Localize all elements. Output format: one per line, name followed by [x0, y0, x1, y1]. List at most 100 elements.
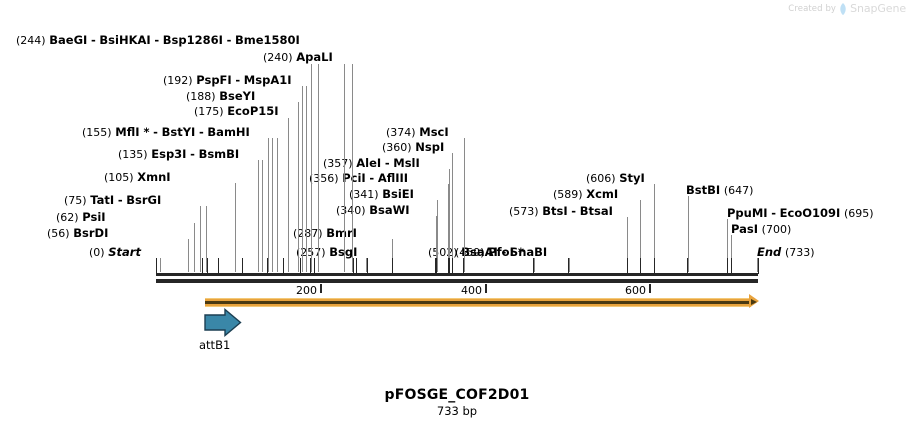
backbone-site-tick[interactable]	[156, 258, 157, 274]
site-position-label[interactable]: (135)	[118, 148, 148, 161]
enzyme-label-row[interactable]: (175) EcoP15I	[194, 104, 279, 119]
enzyme-name-label[interactable]: XcmI	[586, 187, 619, 201]
enzyme-label-row[interactable]: (502) BsaAI - SnaBI	[428, 245, 547, 260]
site-position-label[interactable]: (75)	[64, 194, 87, 207]
site-position-label[interactable]: (356)	[309, 172, 339, 185]
backbone-site-tick[interactable]	[758, 258, 759, 274]
enzyme-name-label[interactable]: EcoP15I	[227, 104, 279, 118]
enzyme-name-label[interactable]: BmrI	[326, 226, 357, 240]
enzyme-label-row[interactable]: (155) MflI * - BstYI - BamHI	[82, 125, 250, 140]
site-position-label[interactable]: (700)	[761, 223, 792, 236]
site-position-label[interactable]: (188)	[186, 90, 216, 103]
site-position-label[interactable]: (589)	[553, 188, 583, 201]
backbone-site-tick[interactable]	[731, 258, 732, 274]
enzyme-label-row[interactable]: (589) XcmI	[553, 187, 619, 202]
enzyme-name-label[interactable]: PspFI	[196, 73, 232, 87]
enzyme-label-row[interactable]: (360) NspI	[382, 140, 445, 155]
enzyme-name-label[interactable]: BsaAI	[461, 245, 498, 259]
enzyme-name-label[interactable]: MspA1I	[243, 73, 292, 87]
feature-attb1[interactable]	[204, 307, 242, 342]
enzyme-name-label[interactable]: Bsp1286I	[162, 33, 223, 47]
enzyme-label-row[interactable]: PpuMI - EcoO109I (695)	[727, 206, 874, 221]
enzyme-label-row[interactable]: (340) BsaWI	[336, 203, 410, 218]
backbone-site-tick[interactable]	[300, 258, 301, 274]
backbone-site-tick[interactable]	[242, 258, 243, 274]
enzyme-label-row[interactable]: (105) XmnI	[104, 170, 171, 185]
enzyme-label-row[interactable]: (62) PsiI	[56, 211, 106, 225]
enzyme-label-row[interactable]: (75) TatI - BsrGI	[64, 193, 162, 208]
site-position-label[interactable]: (192)	[163, 74, 193, 87]
backbone-site-tick[interactable]	[568, 258, 569, 274]
backbone-site-tick[interactable]	[463, 258, 464, 274]
site-position-label[interactable]: (606)	[586, 172, 616, 185]
enzyme-name-label[interactable]: MflI *	[115, 125, 150, 139]
enzyme-name-label[interactable]: BsrGI	[126, 193, 162, 207]
site-position-label[interactable]: (175)	[194, 105, 224, 118]
enzyme-name-label[interactable]: BstYI	[161, 125, 196, 139]
terminus-label[interactable]: Start	[108, 245, 141, 259]
site-position-label[interactable]: (374)	[386, 126, 416, 139]
backbone-site-tick[interactable]	[449, 258, 450, 274]
site-position-label[interactable]: (733)	[784, 246, 815, 259]
site-position-label[interactable]: (56)	[47, 227, 70, 240]
enzyme-label-row[interactable]: (192) PspFI - MspA1I	[163, 73, 292, 88]
enzyme-name-label[interactable]: BtsaI	[579, 204, 613, 218]
site-position-label[interactable]: (105)	[104, 171, 134, 184]
site-position-label[interactable]: (341)	[349, 188, 379, 201]
backbone-site-tick[interactable]	[207, 258, 208, 274]
site-position-label[interactable]: (459)	[455, 246, 485, 259]
enzyme-name-label[interactable]: BsiHKAI	[99, 33, 151, 47]
enzyme-name-label[interactable]: Bme1580I	[235, 33, 300, 47]
enzyme-label-row[interactable]: (188) BseYI	[186, 89, 256, 104]
backbone-site-tick[interactable]	[314, 258, 315, 274]
enzyme-name-label[interactable]: BseYI	[219, 89, 256, 103]
enzyme-label-row[interactable]: End (733)	[757, 245, 815, 260]
enzyme-label-row[interactable]: (56) BsrDI	[47, 226, 109, 241]
terminus-label[interactable]: End	[757, 245, 782, 259]
enzyme-label-row[interactable]: (244) BaeGI - BsiHKAI - Bsp1286I - Bme15…	[16, 33, 300, 48]
backbone-site-tick[interactable]	[435, 258, 436, 274]
enzyme-name-label[interactable]: BstBI	[686, 183, 721, 197]
enzyme-label-row[interactable]: (287) BmrI	[293, 226, 357, 241]
enzyme-label-row[interactable]: (0) Start	[89, 245, 141, 260]
enzyme-label-row[interactable]: (573) BtsI - BtsaI	[509, 204, 613, 219]
enzyme-label-row[interactable]: (357) AleI - MslI	[323, 157, 420, 171]
site-position-label[interactable]: (695)	[843, 207, 874, 220]
enzyme-label-row[interactable]: PasI (700)	[731, 222, 792, 237]
backbone-site-tick[interactable]	[283, 258, 284, 274]
enzyme-name-label[interactable]: BaeGI	[49, 33, 88, 47]
site-position-label[interactable]: (0)	[89, 246, 105, 259]
enzyme-name-label[interactable]: PciI	[342, 171, 366, 185]
enzyme-name-label[interactable]: ApaLI	[296, 50, 333, 64]
enzyme-name-label[interactable]: BsaWI	[369, 203, 410, 217]
enzyme-name-label[interactable]: XmnI	[137, 170, 171, 184]
enzyme-name-label[interactable]: PfoI *	[488, 245, 524, 259]
site-position-label[interactable]: (340)	[336, 204, 366, 217]
site-position-label[interactable]: (647)	[723, 184, 754, 197]
site-position-label[interactable]: (287)	[293, 227, 323, 240]
enzyme-label-row[interactable]: (135) Esp3I - BsmBI	[118, 147, 240, 162]
backbone-site-tick[interactable]	[640, 258, 641, 274]
enzyme-name-label[interactable]: AflIII	[377, 171, 409, 185]
backbone-site-tick[interactable]	[727, 258, 728, 274]
site-position-label[interactable]: (240)	[263, 51, 293, 64]
site-position-label[interactable]: (155)	[82, 126, 112, 139]
enzyme-name-label[interactable]: BsmBI	[198, 147, 240, 161]
site-position-label[interactable]: (573)	[509, 205, 539, 218]
site-position-label[interactable]: (502)	[428, 246, 458, 259]
enzyme-label-row[interactable]: (606) StyI	[586, 172, 645, 186]
enzyme-label-row[interactable]: (459) PfoI *	[455, 245, 524, 260]
backbone-site-tick[interactable]	[627, 258, 628, 274]
site-position-label[interactable]: (244)	[16, 34, 46, 47]
backbone-site-tick[interactable]	[356, 258, 357, 274]
enzyme-label-row[interactable]: (341) BsiEI	[349, 187, 414, 202]
enzyme-name-label[interactable]: BsrDI	[73, 226, 109, 240]
enzyme-label-row[interactable]: BstBI (647)	[686, 183, 754, 198]
enzyme-name-label[interactable]: BsiEI	[382, 187, 414, 201]
enzyme-name-label[interactable]: NspI	[415, 140, 445, 154]
enzyme-name-label[interactable]: PpuMI	[727, 206, 768, 220]
enzyme-name-label[interactable]: PasI	[731, 222, 759, 236]
site-position-label[interactable]: (357)	[323, 157, 353, 170]
enzyme-label-row[interactable]: (374) MscI	[386, 126, 449, 140]
site-position-label[interactable]: (62)	[56, 211, 79, 224]
